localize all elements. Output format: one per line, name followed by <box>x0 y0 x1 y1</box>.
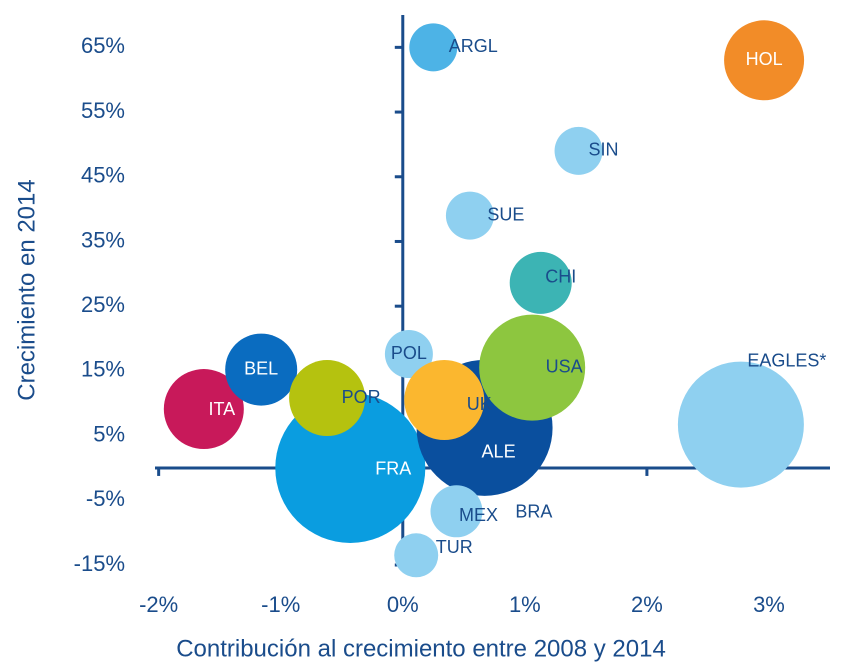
bubble <box>394 533 439 578</box>
bubble <box>436 486 481 531</box>
bubble-label: HOL <box>746 49 783 69</box>
bubble <box>445 191 494 240</box>
bubble-label: BRA <box>515 501 552 521</box>
y-tick-label: -15% <box>74 551 125 576</box>
bubble-label: ALE <box>482 442 516 462</box>
bubble-label: POR <box>342 387 381 407</box>
bubble-label: FRA <box>375 459 411 479</box>
y-tick-label: 45% <box>81 163 125 188</box>
y-axis-title: Crecimiento en 2014 <box>13 179 40 400</box>
y-tick-label: 15% <box>81 357 125 382</box>
x-tick-label: -1% <box>261 592 300 617</box>
bubble-label: BEL <box>244 358 278 378</box>
bubble <box>509 251 572 314</box>
x-tick-label: 0% <box>387 592 419 617</box>
bubble <box>554 126 603 175</box>
y-tick-label: 65% <box>81 33 125 58</box>
bubble <box>409 23 458 72</box>
bubble-label: USA <box>546 356 583 376</box>
x-axis-title: Contribución al crecimiento entre 2008 y… <box>176 635 666 662</box>
bubble <box>225 333 298 406</box>
x-tick-label: 1% <box>509 592 541 617</box>
x-tick-label: 2% <box>631 592 663 617</box>
y-tick-label: 25% <box>81 292 125 317</box>
bubble-label: ITA <box>208 399 235 419</box>
y-tick-label: 55% <box>81 98 125 123</box>
bubble <box>724 20 805 101</box>
bubble-label: CHI <box>545 267 576 287</box>
bubble-label: UK <box>467 394 492 414</box>
y-tick-label: 5% <box>93 421 125 446</box>
bubble-label: EAGLES* <box>747 350 826 370</box>
bubble <box>677 361 804 488</box>
bubble-label: SUE <box>487 204 524 224</box>
bubble <box>404 360 485 440</box>
x-tick-label: -2% <box>139 592 178 617</box>
bubble <box>384 330 433 379</box>
bubble <box>163 369 244 450</box>
x-tick-label: 3% <box>753 592 785 617</box>
bubble <box>479 314 586 421</box>
y-tick-label: -5% <box>86 486 125 511</box>
bubble-label: POL <box>391 343 427 363</box>
bubble-label: SIN <box>589 140 619 160</box>
bubble <box>289 360 366 437</box>
y-tick-label: 35% <box>81 227 125 252</box>
bubble-label: MEX <box>459 505 498 525</box>
bubble-label: TUR <box>436 537 473 557</box>
bubble-label: ARGL <box>449 36 498 56</box>
